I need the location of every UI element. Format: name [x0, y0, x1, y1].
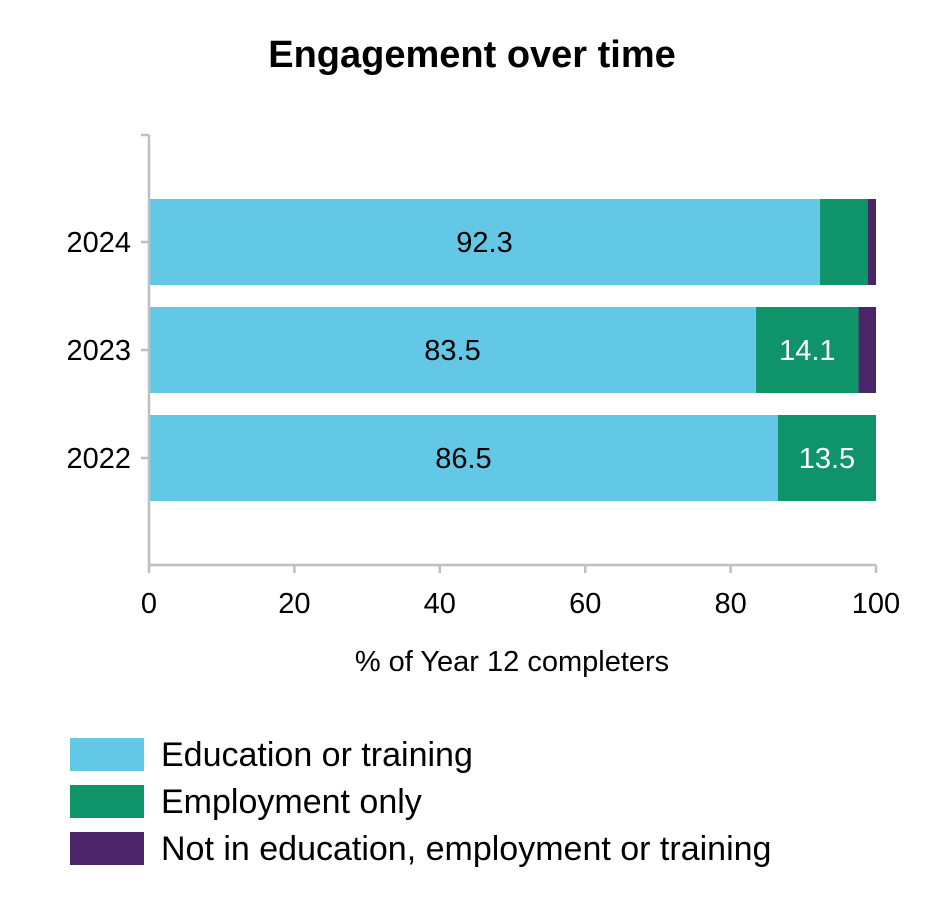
bar-label-2022-series-0: 86.5: [435, 443, 491, 475]
legend-swatch-1: [70, 785, 144, 818]
plot-area: 92.3 2024 83.5 14.1 2023 86.5 13.5 2022 0 20 40 60 8…: [66, 133, 900, 620]
legend-swatch-0: [70, 738, 144, 771]
bar-label-2023-series-0: 83.5: [424, 335, 480, 367]
bar-label-2022-series-1: 13.5: [799, 443, 855, 475]
x-tick-label-40: 40: [424, 588, 456, 620]
x-tick-label-60: 60: [569, 588, 601, 620]
x-tick-label-0: 0: [141, 588, 157, 620]
bar-2023-series-1: [756, 307, 859, 393]
bar-2022-series-0: [149, 415, 778, 501]
x-axis-label: % of Year 12 completers: [355, 646, 669, 678]
x-tick-label-80: 80: [714, 588, 746, 620]
bar-2024-series-2: [868, 199, 876, 285]
legend-swatch-2: [70, 832, 144, 865]
x-tick-label-100: 100: [852, 588, 900, 620]
bar-label-2024-series-0: 92.3: [456, 227, 512, 259]
chart-title: Engagement over time: [268, 34, 676, 76]
bar-2024-series-1: [820, 199, 869, 285]
bar-2024-series-0: [149, 199, 821, 285]
bar-2022-series-1: [777, 415, 876, 501]
legend: Education or training Employment only Not …: [70, 736, 771, 868]
bar-2023-series-0: [149, 307, 757, 393]
y-tick-label-2022: 2022: [66, 443, 131, 475]
bar-2023-series-2: [858, 307, 876, 393]
y-tick-label-2024: 2024: [66, 227, 131, 259]
x-tick-label-20: 20: [278, 588, 310, 620]
bar-label-2023-series-1: 14.1: [779, 335, 835, 367]
legend-label-2: Not in education, employment or training: [161, 830, 771, 868]
legend-label-0: Education or training: [161, 736, 473, 774]
legend-label-1: Employment only: [161, 783, 422, 821]
y-tick-label-2023: 2023: [66, 335, 131, 367]
